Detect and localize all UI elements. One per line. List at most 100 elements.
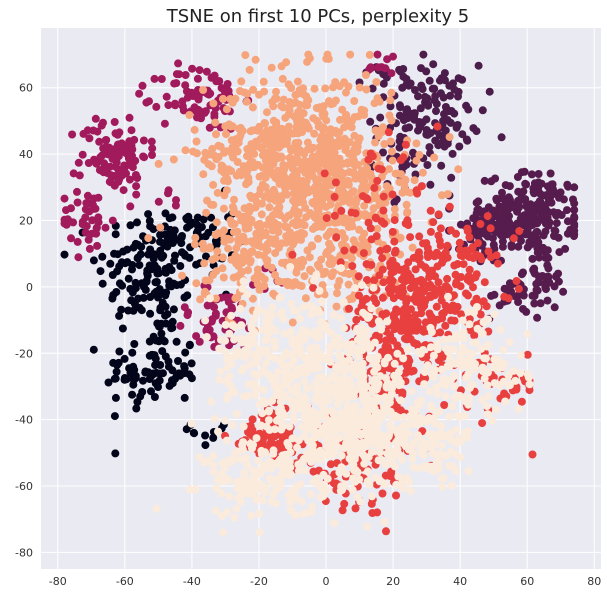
scatter-point: [455, 142, 464, 151]
scatter-point: [504, 371, 513, 380]
scatter-point: [187, 359, 196, 368]
scatter-point: [500, 389, 509, 398]
scatter-point: [309, 308, 318, 317]
scatter-point: [484, 247, 493, 256]
scatter-point: [313, 363, 322, 371]
scatter-point: [222, 436, 231, 445]
scatter-point: [309, 224, 317, 233]
scatter-point: [365, 354, 374, 363]
scatter-point: [250, 163, 259, 171]
scatter-point: [284, 80, 293, 89]
scatter-point: [517, 397, 526, 406]
scatter-point: [456, 350, 464, 358]
scatter-point: [342, 469, 351, 478]
scatter-point: [74, 158, 83, 167]
scatter-point: [362, 85, 371, 94]
scatter-point: [242, 97, 251, 106]
scatter-point: [248, 415, 257, 424]
scatter-point: [290, 355, 299, 364]
scatter-point: [133, 218, 141, 227]
scatter-point: [170, 79, 179, 88]
scatter-point: [368, 152, 377, 161]
scatter-point: [382, 382, 391, 391]
scatter-point: [534, 178, 543, 187]
scatter-point: [243, 290, 252, 299]
scatter-point: [282, 222, 290, 231]
scatter-point: [297, 497, 306, 506]
scatter-point: [543, 261, 552, 270]
scatter-point: [277, 239, 286, 248]
scatter-point: [167, 282, 176, 291]
scatter-point: [303, 384, 311, 393]
scatter-point: [322, 116, 331, 125]
scatter-point: [320, 410, 329, 419]
scatter-point: [501, 181, 510, 190]
scatter-point: [199, 215, 208, 224]
scatter-point: [147, 387, 155, 396]
scatter-point: [228, 202, 237, 211]
scatter-point: [529, 233, 538, 241]
scatter-point: [441, 321, 450, 330]
scatter-point: [272, 94, 281, 103]
scatter-point: [301, 509, 310, 517]
scatter-point: [358, 192, 367, 201]
scatter-point: [443, 241, 452, 250]
scatter-point: [118, 324, 127, 333]
scatter-point: [483, 410, 492, 419]
scatter-point: [405, 356, 414, 365]
y-tick-label: 20: [19, 215, 33, 228]
scatter-point: [262, 483, 270, 492]
scatter-point: [563, 217, 572, 226]
scatter-point: [305, 253, 314, 262]
scatter-point: [496, 325, 505, 334]
scatter-point: [515, 227, 524, 236]
scatter-point: [378, 265, 387, 274]
scatter-point: [392, 491, 400, 500]
scatter-point: [279, 389, 288, 398]
scatter-point: [312, 474, 321, 483]
scatter-point: [284, 441, 293, 450]
scatter-point: [75, 171, 84, 180]
scatter-point: [388, 276, 397, 285]
scatter-point: [412, 186, 421, 195]
scatter-point: [91, 204, 100, 213]
scatter-point: [452, 123, 461, 132]
scatter-point: [255, 466, 264, 475]
scatter-point: [374, 317, 383, 326]
scatter-point: [226, 216, 235, 225]
scatter-point: [402, 200, 411, 209]
scatter-point: [359, 249, 368, 258]
scatter-point: [378, 293, 387, 302]
scatter-point: [326, 460, 335, 469]
scatter-point: [455, 238, 464, 247]
scatter-point: [321, 147, 330, 155]
scatter-point: [254, 456, 263, 465]
scatter-point: [445, 462, 454, 470]
scatter-point: [180, 303, 189, 312]
scatter-point: [185, 370, 194, 379]
scatter-point: [245, 250, 253, 259]
scatter-point: [386, 96, 395, 105]
scatter-point: [418, 304, 427, 312]
scatter-point: [554, 277, 563, 286]
scatter-point: [447, 173, 456, 182]
scatter-point: [230, 195, 238, 204]
scatter-point: [368, 509, 377, 517]
scatter-point: [280, 432, 289, 441]
scatter-point: [108, 271, 117, 279]
scatter-point: [365, 480, 374, 489]
scatter-point: [191, 485, 200, 494]
scatter-point: [429, 414, 438, 423]
scatter-point: [465, 320, 474, 329]
scatter-point: [366, 117, 375, 126]
scatter-point: [155, 322, 163, 331]
scatter-point: [236, 304, 245, 313]
scatter-point: [246, 256, 255, 265]
scatter-point: [377, 128, 386, 137]
scatter-point: [436, 251, 445, 260]
scatter-point: [555, 248, 564, 257]
scatter-point: [135, 261, 144, 270]
scatter-point: [393, 349, 402, 358]
scatter-point: [387, 69, 396, 78]
scatter-point: [292, 263, 300, 272]
